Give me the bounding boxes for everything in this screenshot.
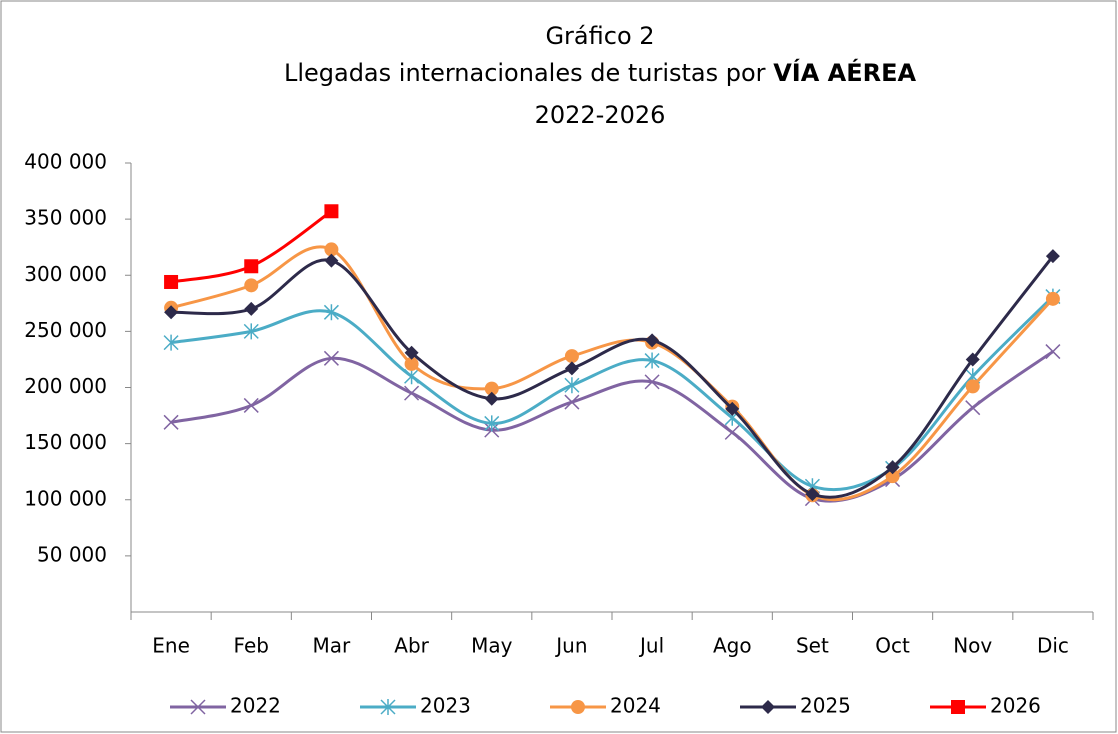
data-point [965, 379, 980, 394]
legend-marker [571, 700, 585, 714]
data-point [324, 204, 339, 219]
x-tick-label: Dic [1037, 634, 1069, 658]
data-point [564, 377, 580, 394]
data-point [644, 374, 660, 390]
data-point [324, 253, 339, 268]
x-tick-label: Abr [394, 634, 429, 658]
legend-label: 2025 [800, 694, 851, 718]
x-tick-label: May [471, 634, 513, 658]
x-tick-label: Ene [152, 634, 190, 658]
data-point [965, 400, 981, 416]
data-point [564, 394, 580, 410]
data-point [725, 401, 740, 416]
y-tick-label: 50 000 [37, 542, 107, 566]
data-point [484, 381, 499, 396]
x-tick-label: Ago [713, 634, 752, 658]
x-tick-label: Jul [638, 634, 664, 658]
legend-marker [380, 699, 396, 715]
legend-label: 2023 [420, 694, 471, 718]
data-point [805, 487, 820, 502]
data-point [163, 334, 179, 351]
subtitle-emphasis: VÍA AÉREA [773, 58, 916, 87]
y-tick-label: 200 000 [24, 374, 107, 398]
y-tick-label: 350 000 [24, 206, 107, 230]
subtitle-text: Llegadas internacionales de turistas por [284, 59, 766, 87]
data-point [323, 350, 339, 366]
x-tick-label: Mar [313, 634, 352, 658]
data-point [724, 424, 740, 440]
data-point [404, 356, 419, 371]
data-point [243, 323, 259, 340]
legend-label: 2024 [610, 694, 661, 718]
y-tick-label: 100 000 [24, 486, 107, 510]
x-tick-label: Set [796, 634, 829, 658]
data-point [324, 242, 339, 257]
data-point [244, 278, 259, 293]
data-point [1045, 291, 1060, 306]
chart-title: Gráfico 2 [545, 22, 654, 50]
data-point [244, 301, 259, 316]
x-tick-label: Oct [875, 634, 910, 658]
data-point [484, 391, 499, 406]
chart-subtitle: Llegadas internacionales de turistas por… [284, 58, 917, 87]
data-point [404, 385, 420, 401]
legend-label: 2022 [230, 694, 281, 718]
chart-subtitle-2: 2022-2026 [535, 101, 666, 129]
data-point [965, 352, 980, 367]
data-point [885, 469, 900, 484]
data-point [1045, 249, 1060, 264]
data-point [885, 460, 900, 475]
y-tick-label: 150 000 [24, 430, 107, 454]
data-point [645, 333, 660, 348]
data-point [484, 415, 500, 432]
y-tick-label: 300 000 [24, 262, 107, 286]
data-point [163, 414, 179, 430]
legend-marker [190, 699, 206, 715]
y-tick-label: 250 000 [24, 318, 107, 342]
data-point [323, 304, 339, 321]
data-point [244, 259, 259, 274]
data-point [644, 352, 660, 369]
x-tick-label: Feb [234, 634, 269, 658]
data-point [164, 305, 179, 320]
data-point [564, 349, 579, 364]
y-tick-label: 400 000 [24, 150, 107, 174]
data-point [564, 361, 579, 376]
x-tick-label: Nov [953, 634, 992, 658]
data-point [243, 397, 259, 413]
data-point [164, 274, 179, 289]
data-point [1045, 344, 1061, 360]
legend-marker [761, 700, 775, 714]
legend-marker [951, 700, 965, 714]
series-line [170, 350, 1054, 503]
x-tick-label: Jun [554, 634, 587, 658]
legend-label: 2026 [990, 694, 1041, 718]
data-point [404, 345, 419, 360]
data-point [404, 368, 420, 385]
